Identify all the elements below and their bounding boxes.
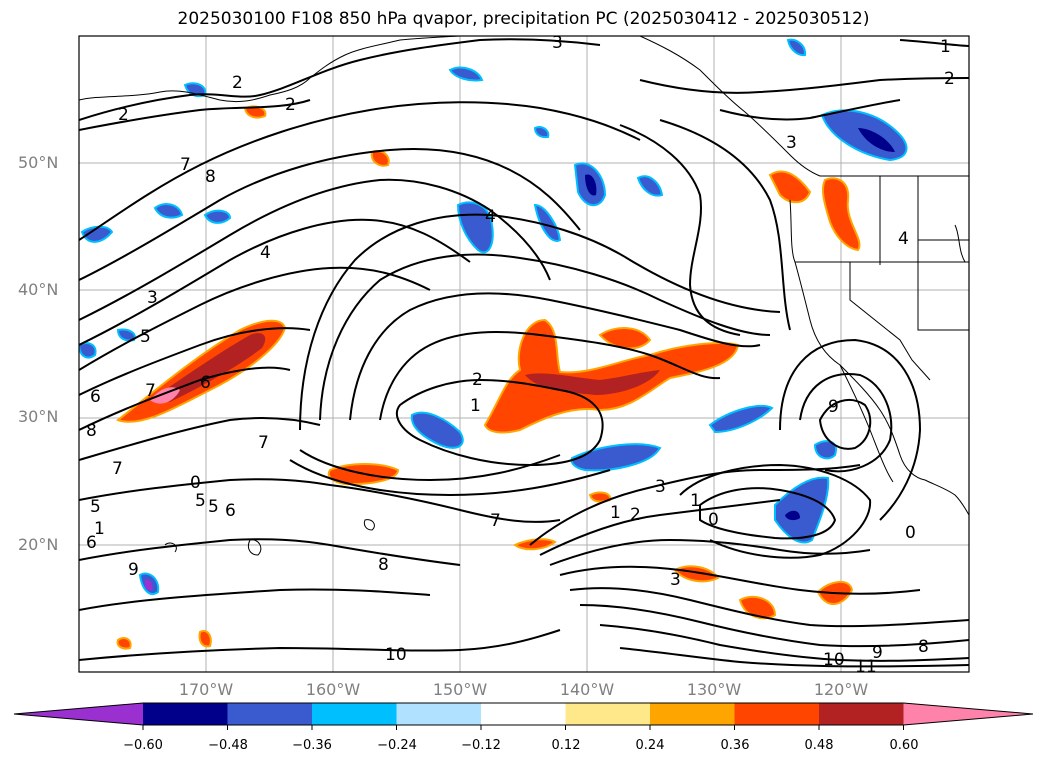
lon-label: 170°W — [178, 680, 234, 699]
contour-label: 10 — [385, 645, 407, 665]
contour-label: 5 — [90, 497, 101, 517]
colorbar-segment — [481, 703, 567, 725]
contour-label: 4 — [898, 229, 909, 249]
contour-labels: 1 2 2 2 2 3 3 3 4 4 5 5 6 6 6 7 7 7 8 8 … — [86, 33, 955, 677]
precip-positive-areas — [115, 105, 861, 650]
contour-label: 2 — [118, 105, 129, 125]
contour-label: 9 — [872, 643, 883, 663]
colorbar-segment — [143, 703, 229, 725]
contour-label: 0 — [190, 473, 201, 493]
contour-label: 2 — [285, 95, 296, 115]
lon-label: 130°W — [686, 680, 742, 699]
contour-label: 6 — [86, 533, 97, 553]
lat-label: 40°N — [18, 280, 59, 299]
colorbar-segment — [650, 703, 736, 725]
contour-label: 9 — [828, 397, 839, 417]
contour-label: 5 — [140, 327, 151, 347]
contour-label: 2 — [232, 73, 243, 93]
contour-label: 8 — [205, 167, 216, 187]
contour-label: 3 — [655, 477, 666, 497]
contour-label: 1 — [610, 503, 621, 523]
contour-label: 8 — [918, 637, 929, 657]
colorbar-segment — [565, 703, 651, 725]
colorbar-segment — [312, 703, 398, 725]
lon-label: 120°W — [813, 680, 869, 699]
contour-label: 3 — [786, 133, 797, 153]
colorbar-tick-label: −0.36 — [292, 738, 332, 753]
contour-label: 3 — [552, 33, 563, 53]
contour-label: 6 — [200, 373, 211, 393]
contour-label: 7 — [145, 381, 156, 401]
precip-negative-areas — [79, 38, 908, 595]
contour-label: 7 — [180, 155, 191, 175]
colorbar-segment — [396, 703, 482, 725]
contour-label: 9 — [128, 560, 139, 580]
contour-label: 5 — [195, 491, 206, 511]
contour-label: 2 — [472, 370, 483, 390]
colorbar-tick-label: 0.24 — [635, 738, 665, 753]
map-frame — [78, 35, 970, 673]
colorbar-tick-label: −0.12 — [461, 738, 501, 753]
contour-label: 8 — [86, 421, 97, 441]
colorbar-tick-label: −0.48 — [208, 738, 248, 753]
lat-label: 50°N — [18, 153, 59, 172]
colorbar-segment — [734, 703, 820, 725]
colorbar-segment — [819, 703, 905, 725]
contour-label: 11 — [855, 657, 877, 677]
colorbar-tick-label: 0.12 — [551, 738, 581, 753]
colorbar-segment — [227, 703, 313, 725]
contour-label: 10 — [823, 650, 845, 670]
colorbar-extend-high — [903, 703, 1033, 725]
contour-label: 3 — [147, 288, 158, 308]
colorbar-extend-low — [14, 703, 143, 725]
contour-label: 8 — [378, 555, 389, 575]
lon-label: 150°W — [432, 680, 488, 699]
contour-label: 7 — [490, 511, 501, 531]
lat-label: 20°N — [18, 535, 59, 554]
qvapor-contours — [79, 38, 969, 668]
contour-label: 2 — [630, 505, 641, 525]
contour-label: 5 — [208, 497, 219, 517]
contour-label: 0 — [708, 510, 719, 530]
coastlines — [79, 36, 969, 556]
colorbar-tick-label: 0.36 — [720, 738, 750, 753]
contour-label: 7 — [112, 459, 123, 479]
lat-label: 30°N — [18, 407, 59, 426]
contour-label: 6 — [225, 501, 236, 521]
contour-label: 1 — [470, 396, 481, 416]
figure-title: 2025030100 F108 850 hPa qvapor, precipit… — [177, 9, 870, 29]
colorbar-tick-label: 0.60 — [889, 738, 919, 753]
contour-label: 3 — [670, 570, 681, 590]
contour-label: 1 — [940, 37, 951, 57]
contour-label: 1 — [94, 519, 105, 539]
lon-label: 140°W — [559, 680, 615, 699]
contour-label: 1 — [690, 491, 701, 511]
colorbar-tick-label: 0.48 — [804, 738, 834, 753]
colorbar — [13, 702, 1034, 730]
contour-label: 4 — [485, 207, 496, 227]
colorbar-tick-label: −0.60 — [123, 738, 163, 753]
colorbar-tick-label: −0.24 — [377, 738, 417, 753]
contour-label: 2 — [944, 69, 955, 89]
contour-label: 7 — [258, 433, 269, 453]
contour-label: 6 — [90, 387, 101, 407]
contour-label: 4 — [260, 243, 271, 263]
contour-label: 0 — [905, 523, 916, 543]
lon-label: 160°W — [305, 680, 361, 699]
